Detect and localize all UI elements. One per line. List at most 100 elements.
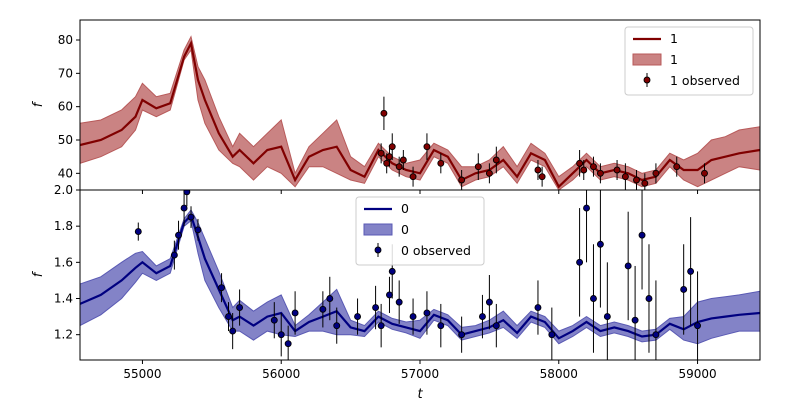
observed-point (319, 305, 327, 313)
observed-point (590, 163, 597, 171)
x-tick-label: 59000 (678, 367, 716, 381)
observed-point (180, 204, 188, 212)
observed-point (613, 166, 621, 174)
x-tick-label: 55000 (123, 367, 161, 381)
legend-entry: 1 observed (670, 73, 740, 88)
observed-point (377, 322, 385, 330)
observed-point (437, 159, 445, 167)
legend: 1 1 1 observed (624, 26, 754, 96)
observed-point (284, 340, 292, 348)
legend-box (624, 26, 754, 96)
observed-point (645, 295, 653, 302)
y-tick-label: 2.0 (54, 183, 73, 197)
observed-point (183, 190, 191, 196)
observed-point (631, 316, 639, 324)
y-tick-label: 1.4 (54, 292, 73, 306)
legend-point-swatch (643, 76, 651, 84)
observed-point (694, 322, 702, 330)
observed-point (680, 286, 688, 293)
observed-point (492, 322, 500, 330)
observed-point (386, 291, 393, 299)
observed-point (218, 284, 226, 292)
legend-entry: 0 observed (401, 243, 471, 258)
observed-point (236, 304, 244, 312)
observed-point (687, 267, 695, 275)
observed-point (624, 262, 632, 270)
y-axis-label: f (31, 270, 46, 277)
observed-point (134, 228, 142, 236)
observed-point (437, 322, 445, 330)
legend-entry: 0 (401, 222, 409, 237)
observed-point (596, 240, 604, 248)
y-tick-label: 80 (58, 33, 73, 47)
observed-point (170, 251, 178, 259)
observed-point (583, 204, 590, 212)
y-tick-label: 60 (58, 100, 73, 114)
legend-band-swatch (632, 53, 662, 66)
legend-entry: 1 (670, 31, 678, 46)
legend-band-swatch (363, 223, 393, 236)
observed-point (423, 309, 431, 317)
observed-point (333, 322, 341, 330)
observed-point (576, 258, 584, 266)
observed-point (354, 313, 362, 321)
observed-point (409, 173, 417, 181)
observed-point (534, 166, 542, 174)
observed-point (652, 331, 660, 339)
observed-point (638, 231, 646, 239)
observed-point (673, 163, 681, 171)
observed-point (383, 159, 391, 167)
legend-entry: 0 (401, 201, 409, 216)
credible-band (80, 35, 760, 190)
top-panel: 40 50 60 70 80 f 1 1 1 observed (31, 19, 761, 194)
y-axis-label: f (31, 100, 46, 107)
observed-point (229, 327, 237, 335)
observed-point (395, 298, 403, 306)
plot-area (80, 35, 760, 190)
observed-point (576, 159, 584, 167)
observed-point (580, 166, 588, 174)
plot-area (80, 190, 760, 360)
observed-point (596, 169, 604, 177)
observed-point (458, 331, 466, 339)
observed-point (538, 173, 546, 181)
observed-point (641, 179, 649, 187)
x-tick-label: 56000 (262, 367, 300, 381)
observed-point (458, 176, 466, 184)
y-tick-label: 70 (58, 66, 73, 80)
observed-point (485, 169, 493, 177)
y-tick-label: 1.8 (54, 219, 73, 233)
observed-point (423, 143, 431, 151)
observed-point (485, 298, 493, 306)
model-line (80, 213, 760, 340)
observed-point (395, 163, 403, 171)
observed-point (478, 313, 486, 321)
legend-point-swatch (374, 246, 382, 254)
observed-point (409, 313, 417, 321)
observed-point (399, 156, 407, 164)
x-axis-label: t (417, 387, 423, 400)
x-tick-label: 57000 (401, 367, 439, 381)
observed-point (225, 313, 232, 321)
legend-box (355, 196, 485, 266)
observed-point (326, 295, 334, 302)
observed-point (270, 316, 278, 324)
observed-point (548, 331, 556, 339)
observed-point (633, 176, 640, 184)
observed-point (590, 295, 597, 302)
y-tick-label: 1.6 (54, 255, 73, 269)
observed-point (187, 213, 195, 221)
observed-point (474, 163, 482, 171)
y-tick-label: 50 (58, 133, 73, 147)
x-tick-label: 58000 (540, 367, 578, 381)
observed-point (291, 309, 299, 317)
y-tick-label: 40 (58, 166, 73, 180)
observed-point (175, 231, 182, 239)
observed-point (388, 143, 396, 151)
legend: 0 0 0 observed (355, 196, 485, 266)
y-tick-label: 1.2 (54, 328, 73, 342)
observed-point (372, 304, 380, 312)
observed-point (492, 156, 500, 164)
observed-point (380, 109, 388, 117)
